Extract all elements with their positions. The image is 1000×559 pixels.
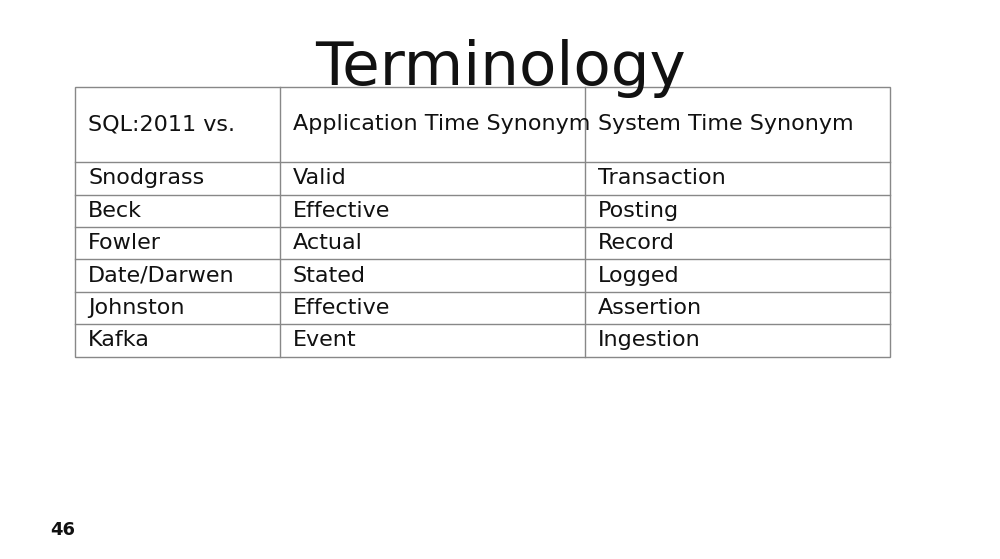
Text: Posting: Posting <box>598 201 679 221</box>
Text: Valid: Valid <box>293 168 347 188</box>
Text: Beck: Beck <box>88 201 142 221</box>
Text: Logged: Logged <box>598 266 680 286</box>
Text: Terminology: Terminology <box>315 39 685 98</box>
Text: Application Time Synonym: Application Time Synonym <box>293 115 590 134</box>
Text: SQL:2011 vs.: SQL:2011 vs. <box>88 115 235 134</box>
Text: Event: Event <box>293 330 357 350</box>
Text: Record: Record <box>598 233 675 253</box>
Text: Date/Darwen: Date/Darwen <box>88 266 235 286</box>
Text: Actual: Actual <box>293 233 363 253</box>
Text: Snodgrass: Snodgrass <box>88 168 204 188</box>
Text: Effective: Effective <box>293 201 390 221</box>
Text: Fowler: Fowler <box>88 233 161 253</box>
Text: Ingestion: Ingestion <box>598 330 701 350</box>
Text: Stated: Stated <box>293 266 366 286</box>
Text: System Time Synonym: System Time Synonym <box>598 115 854 134</box>
Text: Johnston: Johnston <box>88 298 184 318</box>
Text: Transaction: Transaction <box>598 168 726 188</box>
Text: Effective: Effective <box>293 298 390 318</box>
Text: Kafka: Kafka <box>88 330 150 350</box>
Text: 46: 46 <box>50 522 75 539</box>
Text: Assertion: Assertion <box>598 298 702 318</box>
